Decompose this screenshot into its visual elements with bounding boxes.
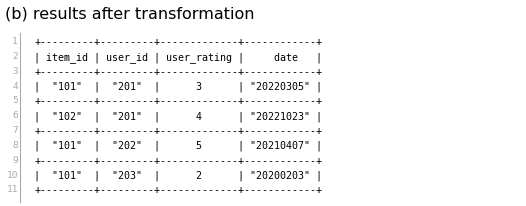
Text: +---------+---------+-------------+------------+: +---------+---------+-------------+-----… [34, 126, 322, 136]
Text: +---------+---------+-------------+------------+: +---------+---------+-------------+-----… [34, 67, 322, 77]
Text: 9: 9 [12, 156, 18, 165]
Text: +---------+---------+-------------+------------+: +---------+---------+-------------+-----… [34, 156, 322, 166]
Text: 11: 11 [6, 185, 18, 194]
Text: 8: 8 [12, 141, 18, 150]
Text: 5: 5 [12, 96, 18, 105]
Text: +---------+---------+-------------+------------+: +---------+---------+-------------+-----… [34, 185, 322, 195]
Text: 6: 6 [12, 111, 18, 120]
Text: |  "102"  |  "201"  |      4      | "20221023" |: | "102" | "201" | 4 | "20221023" | [34, 111, 322, 122]
Text: 10: 10 [6, 171, 18, 180]
Text: 1: 1 [12, 37, 18, 46]
Text: 7: 7 [12, 126, 18, 135]
Text: |  "101"  |  "202"  |      5      | "20210407" |: | "101" | "202" | 5 | "20210407" | [34, 141, 322, 151]
Text: +---------+---------+-------------+------------+: +---------+---------+-------------+-----… [34, 37, 322, 47]
Text: +---------+---------+-------------+------------+: +---------+---------+-------------+-----… [34, 96, 322, 107]
Text: 3: 3 [12, 67, 18, 76]
Text: | item_id | user_id | user_rating |     date   |: | item_id | user_id | user_rating | date… [34, 52, 322, 63]
Text: 4: 4 [12, 82, 18, 91]
Text: |  "101"  |  "203"  |      2      | "20200203" |: | "101" | "203" | 2 | "20200203" | [34, 171, 322, 181]
Text: 2: 2 [12, 52, 18, 61]
Text: (b) results after transformation: (b) results after transformation [5, 6, 255, 21]
Text: |  "101"  |  "201"  |      3      | "20220305" |: | "101" | "201" | 3 | "20220305" | [34, 82, 322, 92]
